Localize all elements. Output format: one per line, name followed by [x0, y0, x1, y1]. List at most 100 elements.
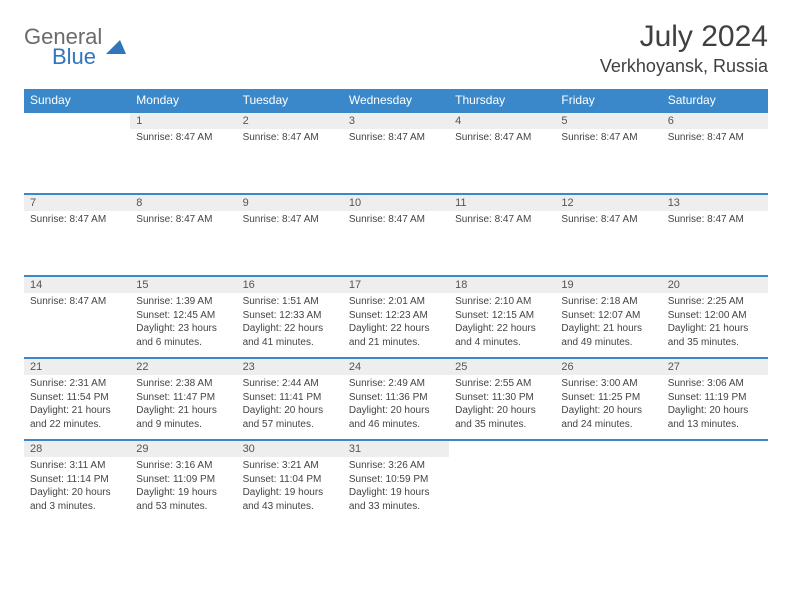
day-number: 29	[130, 441, 236, 457]
calendar-day-cell: 23Sunrise: 2:44 AMSunset: 11:41 PMDaylig…	[237, 358, 343, 440]
day-number: 2	[237, 113, 343, 129]
day-detail-line: Sunrise: 8:47 AM	[349, 213, 443, 227]
day-detail-line: Sunrise: 2:10 AM	[455, 295, 549, 309]
title-block: July 2024 Verkhoyansk, Russia	[600, 20, 768, 77]
calendar-day-cell: 17Sunrise: 2:01 AMSunset: 12:23 AMDaylig…	[343, 276, 449, 358]
day-number	[24, 113, 130, 129]
calendar-day-cell: 4Sunrise: 8:47 AM	[449, 112, 555, 194]
day-detail-line: Daylight: 21 hours and 22 minutes.	[30, 404, 124, 431]
calendar-day-cell: 14Sunrise: 8:47 AM	[24, 276, 130, 358]
calendar-day-cell	[555, 440, 661, 522]
day-detail-line: Daylight: 19 hours and 53 minutes.	[136, 486, 230, 513]
day-detail-line: Sunset: 11:14 PM	[30, 473, 124, 487]
day-detail-line: Daylight: 20 hours and 24 minutes.	[561, 404, 655, 431]
day-number: 7	[24, 195, 130, 211]
day-number: 22	[130, 359, 236, 375]
day-number: 21	[24, 359, 130, 375]
calendar-day-cell: 3Sunrise: 8:47 AM	[343, 112, 449, 194]
calendar-day-cell	[662, 440, 768, 522]
day-details: Sunrise: 8:47 AM	[130, 129, 236, 147]
day-detail-line: Sunrise: 2:01 AM	[349, 295, 443, 309]
day-detail-line: Sunset: 12:33 AM	[243, 309, 337, 323]
day-number	[449, 441, 555, 457]
day-details: Sunrise: 1:51 AMSunset: 12:33 AMDaylight…	[237, 293, 343, 351]
weekday-header: Sunday	[24, 89, 130, 112]
day-details	[449, 457, 555, 461]
calendar-day-cell: 28Sunrise: 3:11 AMSunset: 11:14 PMDaylig…	[24, 440, 130, 522]
day-detail-line: Daylight: 20 hours and 13 minutes.	[668, 404, 762, 431]
calendar-week-row: 21Sunrise: 2:31 AMSunset: 11:54 PMDaylig…	[24, 358, 768, 440]
day-details: Sunrise: 2:49 AMSunset: 11:36 PMDaylight…	[343, 375, 449, 433]
day-detail-line: Sunrise: 8:47 AM	[561, 213, 655, 227]
day-number: 27	[662, 359, 768, 375]
day-details: Sunrise: 8:47 AM	[237, 211, 343, 229]
day-detail-line: Daylight: 22 hours and 21 minutes.	[349, 322, 443, 349]
calendar-day-cell: 25Sunrise: 2:55 AMSunset: 11:30 PMDaylig…	[449, 358, 555, 440]
day-detail-line: Sunset: 11:25 PM	[561, 391, 655, 405]
calendar-day-cell: 26Sunrise: 3:00 AMSunset: 11:25 PMDaylig…	[555, 358, 661, 440]
calendar-day-cell	[24, 112, 130, 194]
day-detail-line: Sunrise: 8:47 AM	[243, 213, 337, 227]
day-detail-line: Sunset: 10:59 PM	[349, 473, 443, 487]
day-detail-line: Sunrise: 8:47 AM	[455, 213, 549, 227]
day-detail-line: Sunrise: 8:47 AM	[243, 131, 337, 145]
day-detail-line: Sunset: 11:30 PM	[455, 391, 549, 405]
day-details: Sunrise: 8:47 AM	[449, 129, 555, 147]
calendar-day-cell: 31Sunrise: 3:26 AMSunset: 10:59 PMDaylig…	[343, 440, 449, 522]
calendar-day-cell: 29Sunrise: 3:16 AMSunset: 11:09 PMDaylig…	[130, 440, 236, 522]
brand-triangle-icon	[106, 38, 126, 58]
day-number: 30	[237, 441, 343, 457]
day-details: Sunrise: 2:10 AMSunset: 12:15 AMDaylight…	[449, 293, 555, 351]
day-detail-line: Sunrise: 3:06 AM	[668, 377, 762, 391]
day-detail-line: Sunrise: 2:31 AM	[30, 377, 124, 391]
calendar-day-cell: 16Sunrise: 1:51 AMSunset: 12:33 AMDaylig…	[237, 276, 343, 358]
calendar-day-cell	[449, 440, 555, 522]
calendar-day-cell: 12Sunrise: 8:47 AM	[555, 194, 661, 276]
day-details: Sunrise: 8:47 AM	[449, 211, 555, 229]
day-detail-line: Sunrise: 1:39 AM	[136, 295, 230, 309]
calendar-day-cell: 13Sunrise: 8:47 AM	[662, 194, 768, 276]
day-details: Sunrise: 8:47 AM	[555, 129, 661, 147]
calendar-day-cell: 9Sunrise: 8:47 AM	[237, 194, 343, 276]
calendar-week-row: 14Sunrise: 8:47 AM15Sunrise: 1:39 AMSuns…	[24, 276, 768, 358]
calendar-day-cell: 2 Sunrise: 8:47 AM	[237, 112, 343, 194]
day-detail-line: Daylight: 19 hours and 43 minutes.	[243, 486, 337, 513]
day-detail-line: Sunrise: 8:47 AM	[30, 295, 124, 309]
day-detail-line: Sunrise: 3:11 AM	[30, 459, 124, 473]
calendar-day-cell: 7 Sunrise: 8:47 AM	[24, 194, 130, 276]
calendar-day-cell: 8Sunrise: 8:47 AM	[130, 194, 236, 276]
day-detail-line: Sunset: 12:00 AM	[668, 309, 762, 323]
day-number: 13	[662, 195, 768, 211]
day-details: Sunrise: 2:38 AMSunset: 11:47 PMDaylight…	[130, 375, 236, 433]
day-details: Sunrise: 8:47 AM	[662, 129, 768, 147]
day-number: 10	[343, 195, 449, 211]
day-detail-line: Sunrise: 2:18 AM	[561, 295, 655, 309]
day-detail-line: Sunset: 11:09 PM	[136, 473, 230, 487]
day-detail-line: Daylight: 22 hours and 4 minutes.	[455, 322, 549, 349]
day-detail-line: Sunrise: 3:21 AM	[243, 459, 337, 473]
calendar-day-cell: 27Sunrise: 3:06 AMSunset: 11:19 PMDaylig…	[662, 358, 768, 440]
day-detail-line: Sunset: 11:54 PM	[30, 391, 124, 405]
calendar-day-cell: 22Sunrise: 2:38 AMSunset: 11:47 PMDaylig…	[130, 358, 236, 440]
day-number: 8	[130, 195, 236, 211]
calendar-week-row: 7Sunrise: 8:47 AM8Sunrise: 8:47 AM9Sunri…	[24, 194, 768, 276]
calendar-day-cell: 19Sunrise: 2:18 AMSunset: 12:07 AMDaylig…	[555, 276, 661, 358]
day-number: 18	[449, 277, 555, 293]
day-detail-line: Sunset: 12:15 AM	[455, 309, 549, 323]
calendar-week-row: 28Sunrise: 3:11 AMSunset: 11:14 PMDaylig…	[24, 440, 768, 522]
calendar-day-cell: 20Sunrise: 2:25 AMSunset: 12:00 AMDaylig…	[662, 276, 768, 358]
day-details: Sunrise: 3:16 AMSunset: 11:09 PMDaylight…	[130, 457, 236, 515]
day-detail-line: Sunset: 12:45 AM	[136, 309, 230, 323]
weekday-header: Wednesday	[343, 89, 449, 112]
weekday-header: Saturday	[662, 89, 768, 112]
brand-text: General Blue	[24, 24, 102, 70]
day-number: 17	[343, 277, 449, 293]
day-number: 31	[343, 441, 449, 457]
day-number: 16	[237, 277, 343, 293]
weekday-header: Thursday	[449, 89, 555, 112]
day-detail-line: Sunrise: 2:25 AM	[668, 295, 762, 309]
day-number: 15	[130, 277, 236, 293]
day-detail-line: Sunset: 11:36 PM	[349, 391, 443, 405]
day-details	[662, 457, 768, 461]
day-detail-line: Sunrise: 8:47 AM	[30, 213, 124, 227]
